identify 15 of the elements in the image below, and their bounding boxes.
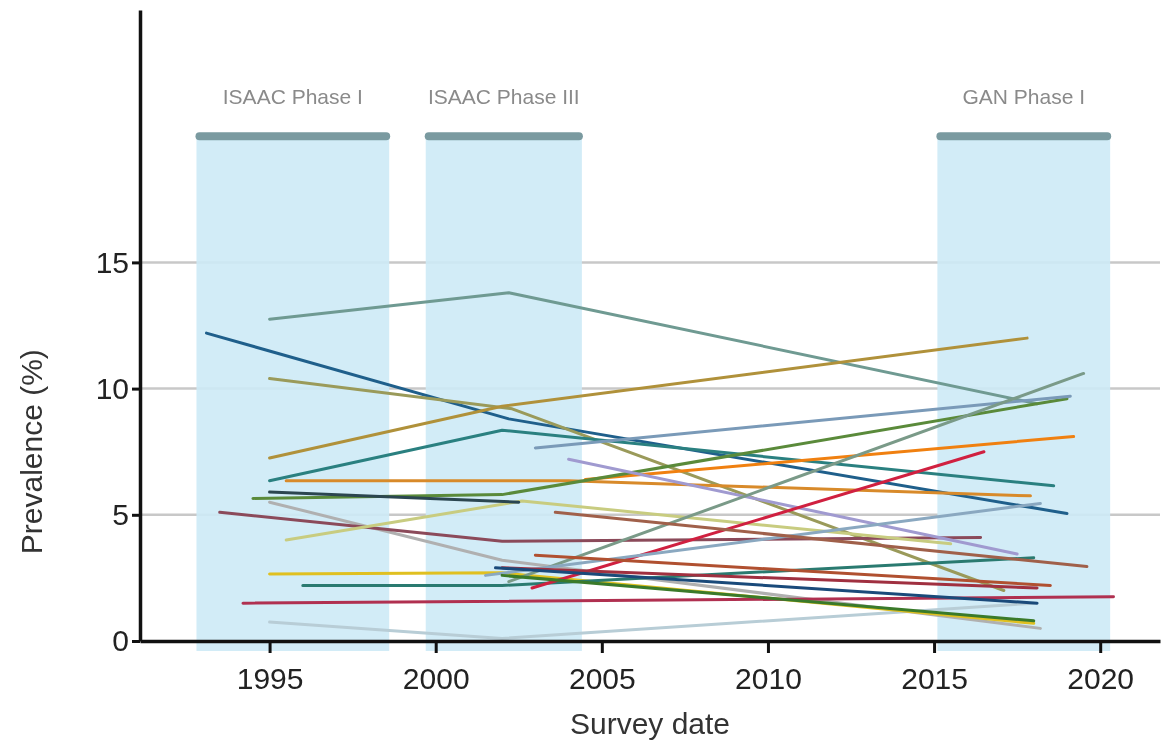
x-tick-label: 2005 [568,662,636,695]
y-axis-title: Prevalence (%) [15,349,48,555]
band-label: ISAAC Phase I [222,85,363,109]
y-tick-label: 5 [112,497,129,531]
y-tick-label: 0 [112,624,129,658]
x-tick-label: 1995 [236,662,304,695]
x-tick-label: 2020 [1067,662,1135,695]
y-tick-label: 15 [95,245,129,279]
x-axis-title: Survey date [569,707,731,740]
x-tick-label: 2000 [402,662,470,695]
x-tick-label: 2015 [901,662,968,695]
band-label: GAN Phase I [962,85,1086,109]
x-tick-label: 2010 [735,662,802,695]
band-label: ISAAC Phase III [427,85,580,109]
y-tick-label: 10 [95,371,129,405]
